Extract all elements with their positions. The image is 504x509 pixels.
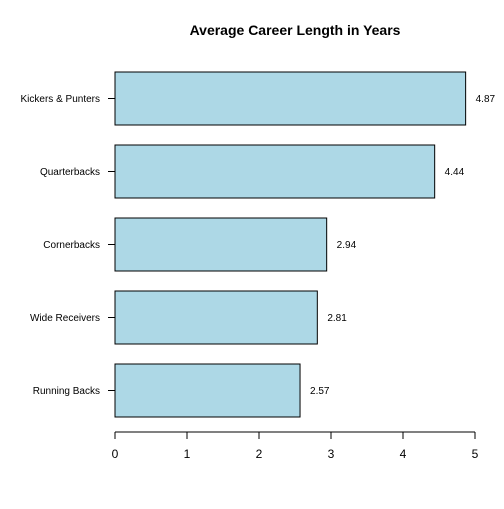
bar [115, 218, 327, 271]
category-label: Cornerbacks [43, 240, 100, 251]
bars-group: Running Backs 2.57 Wide Receivers 2.81 Corne… [21, 72, 496, 417]
x-tick-label: 2 [256, 447, 263, 461]
x-tick-label: 4 [400, 447, 407, 461]
category-label: Kickers & Punters [21, 94, 100, 105]
x-tick-label: 5 [472, 447, 479, 461]
x-tick-label: 0 [112, 447, 119, 461]
value-label: 2.81 [327, 313, 347, 324]
category-label: Running Backs [33, 386, 100, 397]
value-label: 2.57 [310, 386, 330, 397]
bar [115, 145, 435, 198]
value-label: 4.87 [476, 94, 496, 105]
bar [115, 364, 300, 417]
category-label: Quarterbacks [40, 167, 100, 178]
x-tick-label: 1 [184, 447, 191, 461]
category-label: Wide Receivers [30, 313, 100, 324]
x-tick-label: 3 [328, 447, 335, 461]
bar [115, 72, 466, 125]
chart-title: Average Career Length in Years [190, 22, 401, 38]
bar [115, 291, 317, 344]
value-label: 4.44 [445, 167, 465, 178]
x-axis: 0 1 2 3 4 5 [112, 432, 479, 461]
value-label: 2.94 [337, 240, 357, 251]
